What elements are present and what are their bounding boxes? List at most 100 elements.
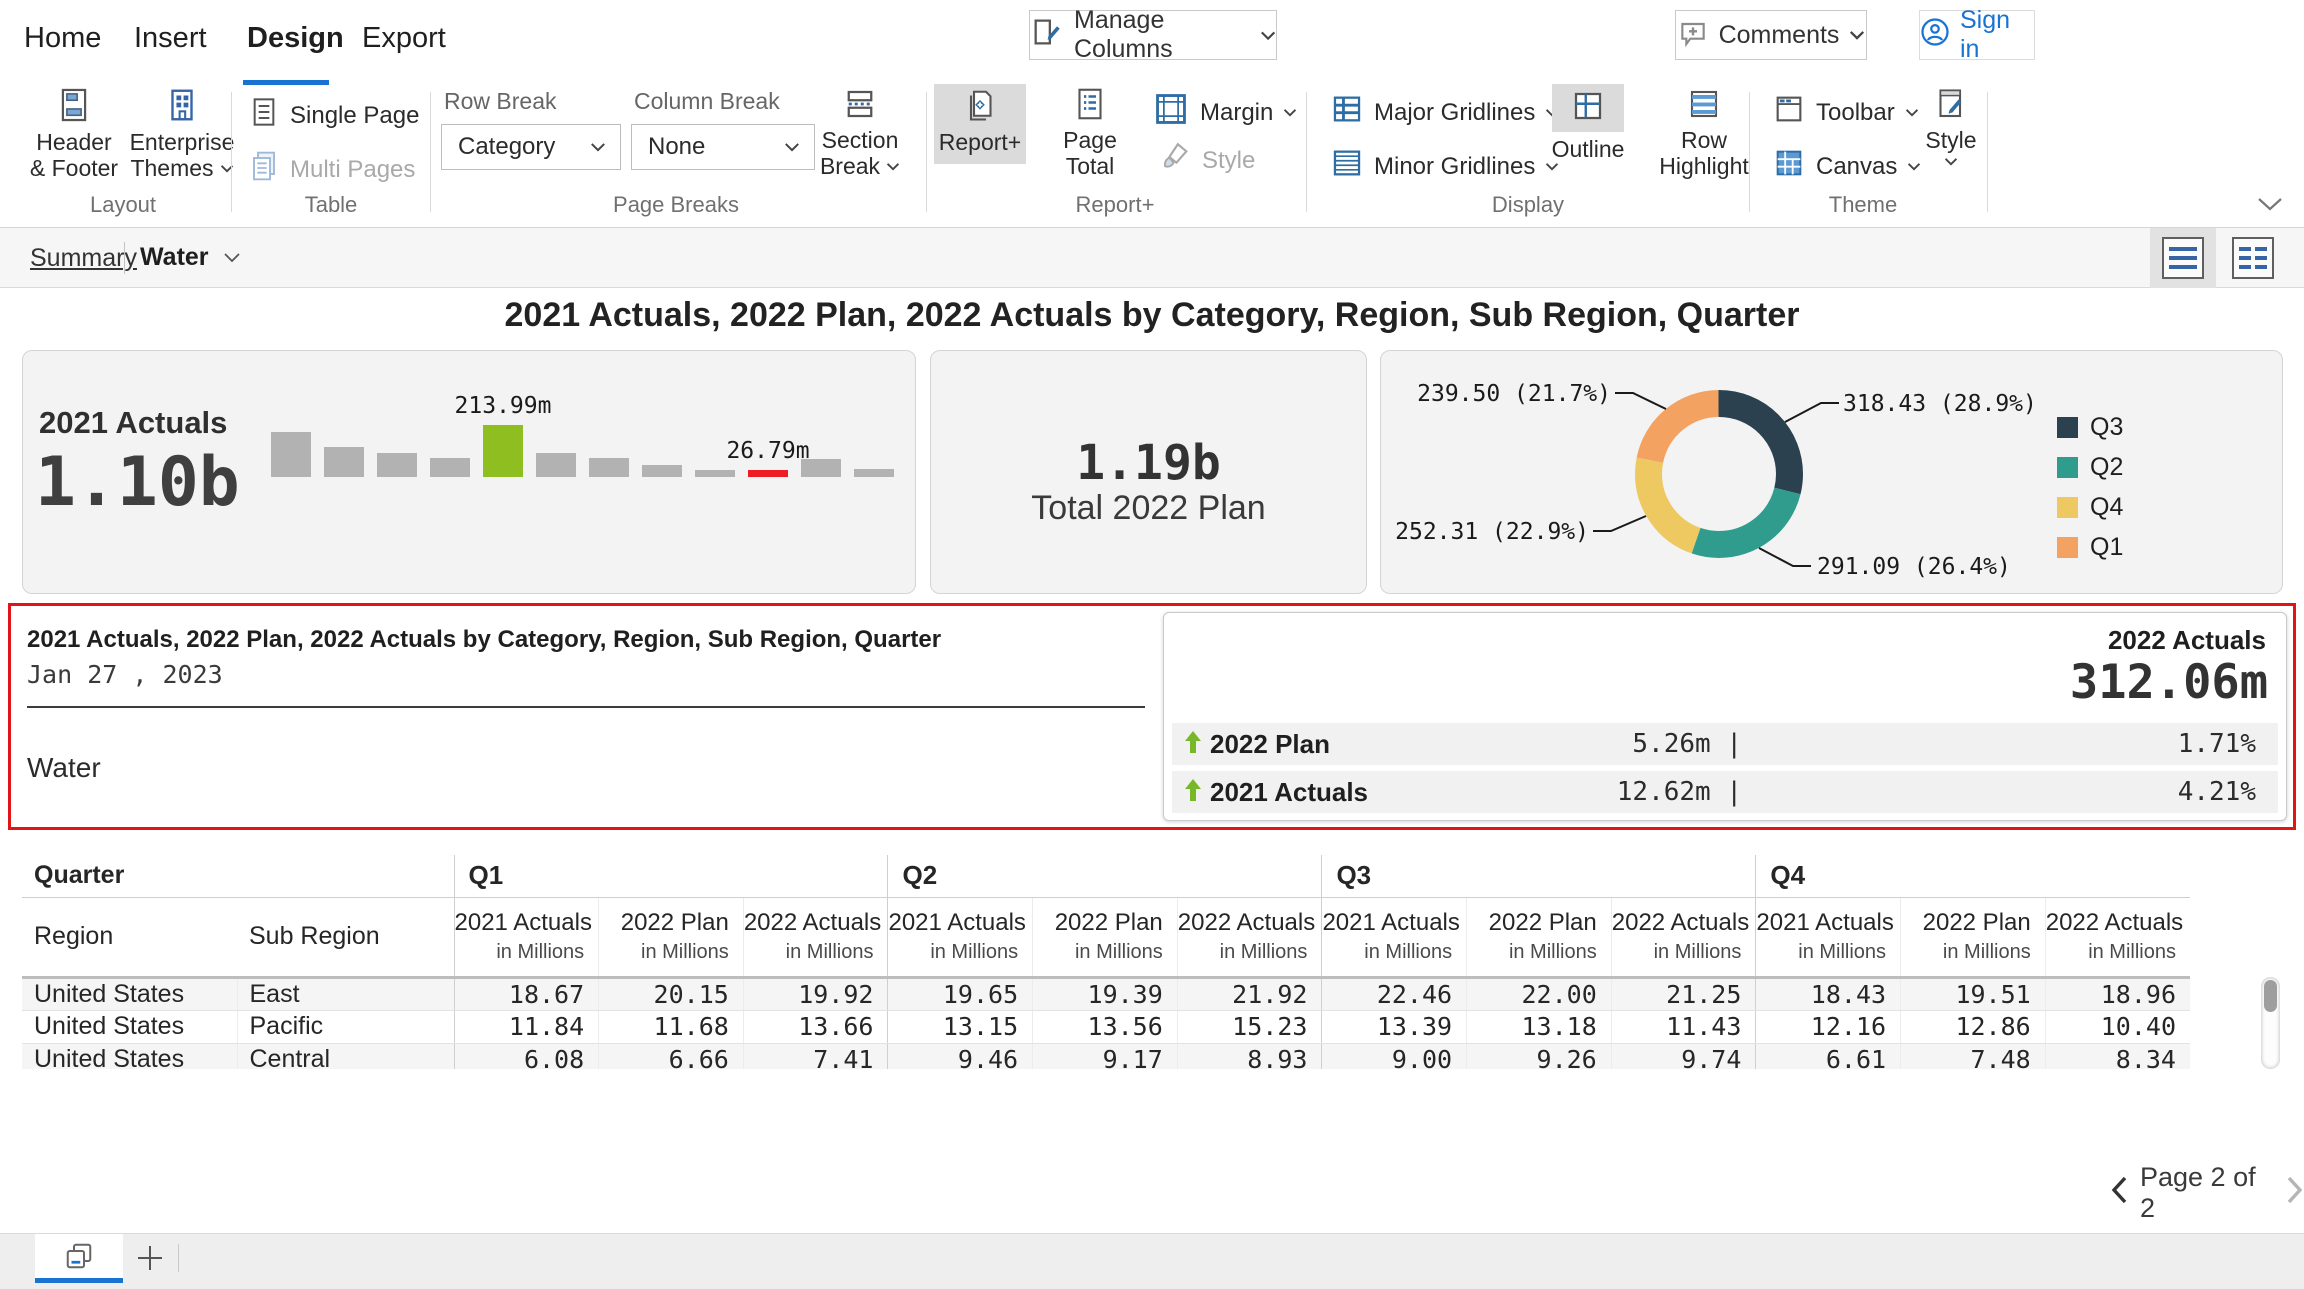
sheet-selector[interactable]: Water <box>140 243 241 272</box>
measure-column-header[interactable]: 2022 Plan in Millions <box>1032 897 1178 979</box>
donut-value-label: 291.09 (26.4%) <box>1817 554 2011 580</box>
kpi-card-2021-actuals[interactable]: 2021 Actuals 1.10b 213.99m 26.79m <box>22 350 916 594</box>
theme-style-button[interactable]: Style <box>1908 86 1994 166</box>
menu-tab-home[interactable]: Home <box>24 22 102 54</box>
vertical-scrollbar[interactable] <box>2261 977 2280 1069</box>
selected-report-section[interactable]: 2021 Actuals, 2022 Plan, 2022 Actuals by… <box>8 603 2296 830</box>
summary-link[interactable]: Summary <box>30 244 137 272</box>
group-label-display: Display <box>1491 192 1565 217</box>
legend-item-q3[interactable]: Q3 <box>2057 413 2123 442</box>
measure-column-header[interactable]: 2022 Actuals in Millions <box>1610 897 1756 979</box>
toolbar-button[interactable]: Toolbar <box>1772 92 1919 133</box>
bar-segment-10[interactable] <box>801 459 841 477</box>
value-cell: 9.74 <box>1610 1043 1756 1069</box>
callout-line <box>1593 515 1647 532</box>
margin-icon <box>1152 90 1190 135</box>
single-page-button[interactable]: Single Page <box>248 96 419 135</box>
quarter-group-header[interactable]: Q2 <box>887 855 1322 898</box>
ribbon-separator <box>1306 92 1307 212</box>
menu-tab-insert[interactable]: Insert <box>134 22 207 54</box>
bar-segment-7[interactable] <box>642 465 682 477</box>
previous-page-chevron[interactable] <box>2110 1175 2128 1212</box>
subregion-column-header[interactable]: Sub Region <box>237 897 454 979</box>
menu-tab-export[interactable]: Export <box>362 22 446 54</box>
outline-button[interactable] <box>1552 84 1624 132</box>
measure-column-header[interactable]: 2022 Actuals in Millions <box>1176 897 1322 979</box>
add-sheet-button[interactable] <box>130 1238 170 1278</box>
multi-pages-button[interactable]: Multi Pages <box>248 150 415 189</box>
view-toggle-single-column[interactable] <box>2150 228 2216 288</box>
value-cell: 6.66 <box>598 1043 744 1069</box>
margin-button[interactable]: Margin <box>1152 90 1297 135</box>
style-button-disabled[interactable]: Style <box>1158 140 1255 181</box>
bar-segment-0[interactable] <box>271 432 311 477</box>
donut-segment-q2[interactable] <box>1635 390 1803 558</box>
bar-chart: 213.99m 26.79m <box>23 351 917 595</box>
bar-segment-6[interactable] <box>589 458 629 477</box>
row-break-dropdown[interactable]: Category <box>441 124 621 170</box>
value-cell: 9.46 <box>887 1043 1033 1069</box>
page-total-button[interactable]: Page Total <box>1036 86 1144 179</box>
detail-kpi-card[interactable]: 2022 Actuals 312.06m 2022 Plan 5.26m | 1… <box>1163 612 2287 821</box>
scrollbar-thumb[interactable] <box>2264 980 2277 1012</box>
building-icon <box>163 86 201 129</box>
chevron-down-icon <box>1908 163 1921 171</box>
measure-column-header[interactable]: 2022 Actuals in Millions <box>2044 897 2190 979</box>
quarter-group-header[interactable]: Q4 <box>1755 855 2190 898</box>
bar-segment-green[interactable] <box>483 425 523 477</box>
view-toggle-two-column[interactable] <box>2220 228 2286 288</box>
arrow-up-icon <box>1182 729 1204 760</box>
bar-segment-5[interactable] <box>536 453 576 477</box>
donut-segment-q1[interactable] <box>1635 390 1803 558</box>
value-cell: 19.65 <box>887 977 1033 1011</box>
sign-in-button[interactable]: Sign in <box>1919 6 2035 63</box>
header-footer-button[interactable]: Header & Footer <box>22 86 126 181</box>
bar-segment-1[interactable] <box>324 447 364 477</box>
bar-segment-2[interactable] <box>377 453 417 477</box>
legend-label: Q4 <box>2090 493 2124 521</box>
quarter-group-header[interactable]: Q1 <box>453 855 888 898</box>
legend-item-q4[interactable]: Q4 <box>2057 493 2123 522</box>
table-row: United States Pacific 11.84 11.68 13.66 13.15… <box>22 1010 2190 1044</box>
legend-item-q2[interactable]: Q2 <box>2057 453 2123 482</box>
minor-gridlines-button[interactable]: Minor Gridlines <box>1330 146 1559 187</box>
donut-segment-q4[interactable] <box>1635 390 1803 558</box>
report-plus-button[interactable]: Report+ <box>934 84 1026 164</box>
measure-column-header[interactable]: 2022 Plan in Millions <box>1900 897 2046 979</box>
kpi-card-total-2022-plan[interactable]: 1.19b Total 2022 Plan <box>930 350 1367 594</box>
active-sheet-tab[interactable] <box>35 1234 123 1282</box>
measure-column-header[interactable]: 2022 Plan in Millions <box>1466 897 1612 979</box>
major-gridlines-button[interactable]: Major Gridlines <box>1330 92 1559 133</box>
row-highlight-button[interactable]: Row Highlight <box>1648 86 1760 179</box>
enterprise-themes-button[interactable]: Enterprise Themes <box>126 86 238 181</box>
measure-column-header[interactable]: 2021 Actuals in Millions <box>887 897 1033 979</box>
legend-item-q1[interactable]: Q1 <box>2057 533 2123 562</box>
chevron-down-icon <box>1284 109 1297 117</box>
bar-segment-3[interactable] <box>430 458 470 477</box>
menu-tab-design[interactable]: Design <box>247 22 344 54</box>
section-break-button[interactable]: Section Break <box>810 86 910 179</box>
comparison-percent: 4.21% <box>2177 777 2256 807</box>
bar-segment-red[interactable] <box>748 470 788 477</box>
comment-add-icon <box>1677 16 1709 55</box>
region-column-header[interactable]: Region <box>22 897 237 979</box>
value-cell: 12.86 <box>1900 1010 2046 1044</box>
column-break-dropdown[interactable]: None <box>631 124 815 170</box>
value-cell: 19.39 <box>1032 977 1178 1011</box>
report-title: 2021 Actuals, 2022 Plan, 2022 Actuals by… <box>504 296 1800 334</box>
bar-segment-8[interactable] <box>695 470 735 477</box>
canvas-button[interactable]: Canvas <box>1772 146 1921 187</box>
measure-column-header[interactable]: 2021 Actuals in Millions <box>1321 897 1467 979</box>
measure-column-header[interactable]: 2022 Plan in Millions <box>598 897 744 979</box>
measure-column-header[interactable]: 2021 Actuals in Millions <box>1755 897 1901 979</box>
bar-segment-11[interactable] <box>854 469 894 477</box>
measure-column-header[interactable]: 2021 Actuals in Millions <box>453 897 599 979</box>
quarter-group-header[interactable]: Q3 <box>1321 855 1756 898</box>
chevron-down-icon <box>1546 163 1559 171</box>
manage-columns-button[interactable]: Manage Columns <box>1029 6 1277 63</box>
comments-button[interactable]: Comments <box>1675 10 1867 60</box>
next-page-chevron[interactable] <box>2286 1175 2304 1212</box>
donut-chart-card[interactable]: 318.43 (28.9%) 291.09 (26.4%) 252.31 (22.9… <box>1380 350 2283 594</box>
ribbon-collapse-chevron[interactable] <box>2256 196 2284 217</box>
measure-column-header[interactable]: 2022 Actuals in Millions <box>742 897 888 979</box>
